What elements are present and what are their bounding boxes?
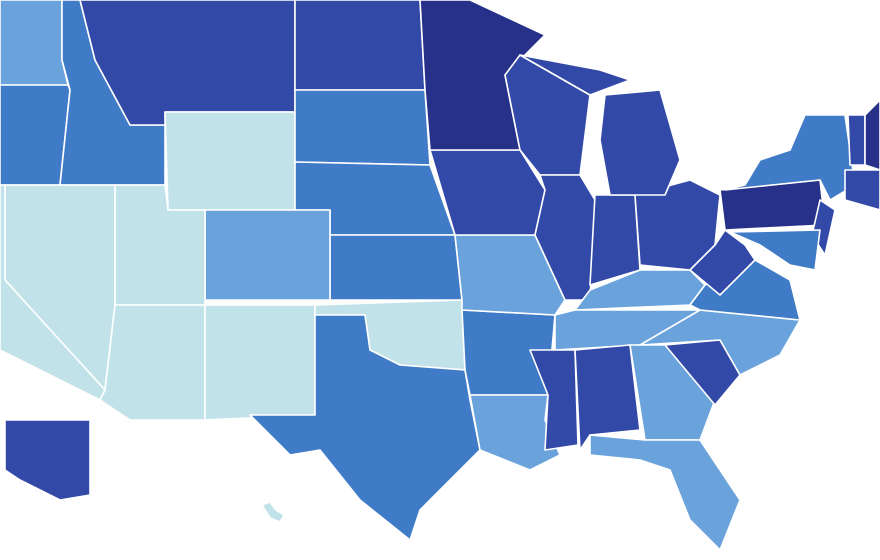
state-region (729, 229, 821, 271)
state-region (329, 234, 463, 301)
state-region (589, 194, 641, 286)
state-region (689, 229, 756, 296)
state-region (0, 0, 69, 86)
state-region (294, 89, 431, 166)
state-region (844, 169, 880, 211)
state-region (204, 209, 331, 301)
state-region (164, 111, 296, 211)
state-region (294, 0, 426, 91)
state-region (574, 344, 641, 451)
state-region (847, 114, 866, 166)
state-region (99, 304, 206, 421)
state-region (4, 419, 91, 501)
state-region (589, 434, 741, 551)
state-region (249, 314, 481, 541)
state-region (204, 304, 316, 421)
state-region (0, 84, 71, 186)
state-region (689, 259, 801, 321)
state-region (599, 89, 681, 196)
state-region (534, 174, 596, 301)
state-region (519, 54, 631, 96)
state-region (529, 349, 579, 451)
state-region (261, 501, 285, 523)
state-region (864, 99, 880, 171)
